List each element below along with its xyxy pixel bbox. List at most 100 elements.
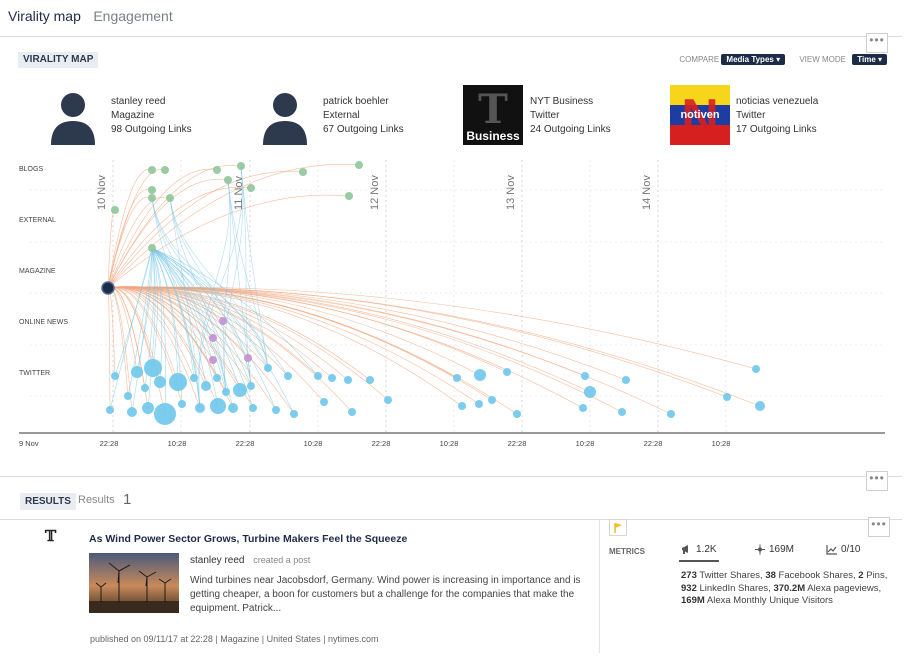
- category-label: EXTERNAL: [19, 217, 56, 224]
- source-name: noticias venezuela: [736, 96, 819, 107]
- article-author[interactable]: stanley reed: [190, 555, 245, 566]
- detail-text: Pins,: [863, 570, 888, 581]
- source-links: 98 Outgoing Links: [111, 124, 192, 135]
- metric-details: 273 Twitter Shares, 38 Facebook Shares, …: [681, 570, 896, 608]
- twitter-node: [222, 388, 230, 396]
- link-line: [107, 196, 171, 289]
- twitter-node: [169, 373, 187, 391]
- twitter-node: [154, 403, 176, 425]
- detail-text: Alexa pageviews,: [805, 582, 882, 594]
- twitter-node: [752, 365, 760, 373]
- results-section-label: RESULTS: [20, 493, 76, 510]
- link-line: [109, 247, 153, 411]
- link-line: [107, 170, 304, 289]
- twitter-node: [201, 381, 211, 391]
- twitter-node: [127, 407, 137, 417]
- twitter-node: [247, 382, 255, 390]
- twitter-node: [154, 376, 166, 388]
- source-card[interactable]: N notiven noticias venezuela Twitter 17 …: [670, 85, 870, 145]
- twitter-node: [723, 393, 731, 401]
- view-mode-dropdown[interactable]: Time ▾: [852, 54, 887, 65]
- link-line: [107, 164, 360, 289]
- metric-score-value: 0/10: [841, 544, 861, 556]
- results-top-divider: [0, 519, 902, 520]
- date-label: 12 Nov: [369, 175, 381, 210]
- article-headline[interactable]: As Wind Power Sector Grows, Turbine Make…: [89, 533, 408, 545]
- source-card[interactable]: stanley reed Magazine 98 Outgoing Links: [51, 85, 251, 145]
- active-metric-underline: [679, 560, 719, 562]
- category-label: BLOGS: [19, 166, 43, 173]
- twitter-node: [366, 376, 374, 384]
- source-card[interactable]: T Business NYT Business Twitter 24 Outgo…: [463, 85, 663, 145]
- link-line: [169, 197, 269, 369]
- date-label: 11 Nov: [233, 175, 245, 210]
- external-node: [148, 244, 156, 252]
- source-links: 67 Outgoing Links: [323, 124, 404, 135]
- blogs-node: [299, 168, 307, 176]
- time-tick-label: 10:28: [576, 439, 595, 448]
- twitter-node: [142, 402, 154, 414]
- link-line: [151, 247, 179, 383]
- detail-value: 932: [681, 582, 697, 594]
- results-more-button[interactable]: •••: [866, 471, 888, 491]
- detail-text: Facebook Shares,: [775, 570, 859, 581]
- start-tick-label: 9 Nov: [19, 439, 39, 448]
- notiven-logo: N notiven: [670, 85, 730, 145]
- blogs-node: [161, 166, 169, 174]
- blogs-node: [355, 161, 363, 169]
- link-line: [107, 287, 111, 411]
- article-thumbnail[interactable]: [89, 553, 179, 613]
- detail-value: 2: [858, 570, 864, 581]
- twitter-node: [264, 364, 272, 372]
- link-line: [227, 179, 269, 369]
- date-label: 10 Nov: [96, 175, 108, 210]
- link-line: [151, 247, 195, 379]
- results-count: 1: [123, 491, 132, 508]
- link-line: [107, 286, 761, 407]
- link-line: [151, 247, 207, 387]
- time-tick-label: 22:28: [372, 439, 391, 448]
- source-card[interactable]: patrick boehler External 67 Outgoing Lin…: [263, 85, 463, 145]
- flag-button[interactable]: [609, 519, 627, 536]
- link-line: [169, 197, 201, 409]
- source-name: patrick boehler: [323, 96, 389, 107]
- time-tick-label: 22:28: [236, 439, 255, 448]
- virality-more-button[interactable]: •••: [866, 33, 888, 53]
- link-line: [107, 194, 350, 289]
- article-card[interactable]: [0, 520, 600, 653]
- twitter-node: [272, 406, 280, 414]
- link-line: [107, 286, 508, 373]
- blogs-node: [148, 166, 156, 174]
- detail-value: 169M: [681, 595, 705, 606]
- metric-score[interactable]: 0/10: [826, 544, 860, 555]
- twitter-node: [144, 359, 162, 377]
- virality-chart[interactable]: BLOGS EXTERNAL MAGAZINE ONLINE NEWS TWITTER 1…: [0, 150, 900, 450]
- time-tick-label: 22:28: [644, 439, 663, 448]
- link-line: [198, 179, 230, 409]
- time-tick-label: 10:28: [304, 439, 323, 448]
- twitter-node: [141, 384, 149, 392]
- metric-shares[interactable]: 1.2K: [681, 544, 717, 555]
- blogs-node: [237, 162, 245, 170]
- twitter-node: [178, 400, 186, 408]
- source-meta: patrick boehler External 67 Outgoing Lin…: [323, 95, 404, 137]
- twitter-node: [106, 406, 114, 414]
- tab-virality-map[interactable]: Virality map: [8, 8, 81, 24]
- link-line: [107, 286, 179, 383]
- compare-dropdown[interactable]: Media Types ▾: [721, 54, 786, 65]
- results-divider: [0, 476, 902, 477]
- tab-engagement[interactable]: Engagement: [93, 8, 173, 24]
- twitter-node: [111, 372, 119, 380]
- link-line: [151, 197, 269, 369]
- category-label: TWITTER: [19, 370, 50, 377]
- card-more-button[interactable]: •••: [868, 517, 890, 537]
- twitter-node: [458, 402, 466, 410]
- twitter-node: [284, 372, 292, 380]
- blogs-node: [224, 176, 232, 184]
- link-line: [151, 247, 166, 415]
- link-line: [107, 168, 153, 289]
- view-tabs: Virality map Engagement: [8, 8, 181, 26]
- twitter-node: [328, 374, 336, 382]
- metric-reach[interactable]: 169M: [754, 544, 794, 555]
- twitter-node: [190, 374, 198, 382]
